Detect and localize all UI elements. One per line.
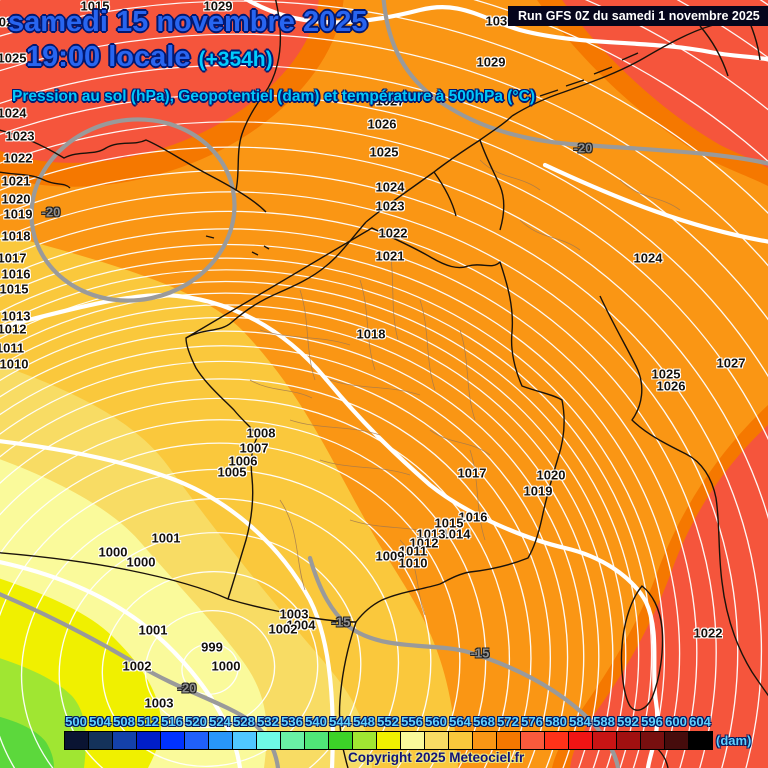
scale-value: 544 xyxy=(329,714,351,729)
scale-value: 568 xyxy=(473,714,495,729)
scale-value: 512 xyxy=(137,714,159,729)
scale-color-cell xyxy=(65,732,89,749)
scale-value: 516 xyxy=(161,714,183,729)
scale-value: 520 xyxy=(185,714,207,729)
scale-unit-label: (dam) xyxy=(716,733,752,748)
scale-value: 572 xyxy=(497,714,519,729)
scale-color-cell xyxy=(161,732,185,749)
forecast-time: 19:00 locale (+354h) xyxy=(26,41,367,74)
scale-value: 504 xyxy=(89,714,111,729)
scale-value: 560 xyxy=(425,714,447,729)
scale-value: 584 xyxy=(569,714,591,729)
scale-value: 564 xyxy=(449,714,471,729)
scale-color-cell xyxy=(113,732,137,749)
forecast-offset: (+354h) xyxy=(198,48,273,71)
scale-color-cell xyxy=(281,732,305,749)
scale-value: 536 xyxy=(281,714,303,729)
map-header: samedi 15 novembre 2025 19:00 locale (+3… xyxy=(8,6,367,74)
scale-value: 576 xyxy=(521,714,543,729)
scale-value: 580 xyxy=(545,714,567,729)
scale-value: 588 xyxy=(593,714,615,729)
scale-color-cell xyxy=(473,732,497,749)
scale-value: 548 xyxy=(353,714,375,729)
scale-value: 592 xyxy=(617,714,639,729)
scale-value: 552 xyxy=(377,714,399,729)
copyright-text: Copyright 2025 Meteociel.fr xyxy=(348,750,525,765)
scale-value: 532 xyxy=(257,714,279,729)
scale-color-cell xyxy=(377,732,401,749)
forecast-time-text: 19:00 locale xyxy=(26,41,191,73)
scale-color-cell xyxy=(89,732,113,749)
scale-value: 500 xyxy=(65,714,87,729)
scale-values-row: 500 504 508 512 516 520 524 528 532 536 540 544 548 5… xyxy=(64,714,712,729)
scale-color-cell xyxy=(665,732,689,749)
scale-value: 528 xyxy=(233,714,255,729)
map-subtitle: Pression au sol (hPa), Geopotentiel (dam… xyxy=(12,88,535,105)
scale-value: 524 xyxy=(209,714,231,729)
scale-color-cell xyxy=(209,732,233,749)
scale-color-cell xyxy=(497,732,521,749)
scale-value: 508 xyxy=(113,714,135,729)
scale-color-cell xyxy=(641,732,665,749)
scale-color-cell xyxy=(449,732,473,749)
scale-color-cell xyxy=(545,732,569,749)
color-scale-bar xyxy=(64,731,713,750)
scale-color-cell xyxy=(185,732,209,749)
scale-color-cell xyxy=(425,732,449,749)
scale-color-cell xyxy=(353,732,377,749)
scale-color-cell xyxy=(233,732,257,749)
scale-color-cell xyxy=(257,732,281,749)
scale-color-cell xyxy=(569,732,593,749)
scale-color-cell xyxy=(329,732,353,749)
scale-color-cell xyxy=(305,732,329,749)
scale-color-cell xyxy=(401,732,425,749)
scale-value: 556 xyxy=(401,714,423,729)
admin-borders xyxy=(249,159,681,616)
scale-value: 604 xyxy=(689,714,711,729)
run-info-box: Run GFS 0Z du samedi 1 novembre 2025 xyxy=(508,6,768,26)
scale-value: 596 xyxy=(641,714,663,729)
scale-color-cell xyxy=(137,732,161,749)
scale-color-cell xyxy=(593,732,617,749)
scale-value: 600 xyxy=(665,714,687,729)
scale-color-cell xyxy=(521,732,545,749)
scale-color-cell xyxy=(689,732,712,749)
scale-value: 540 xyxy=(305,714,327,729)
forecast-date: samedi 15 novembre 2025 xyxy=(8,6,368,38)
scale-color-cell xyxy=(617,732,641,749)
